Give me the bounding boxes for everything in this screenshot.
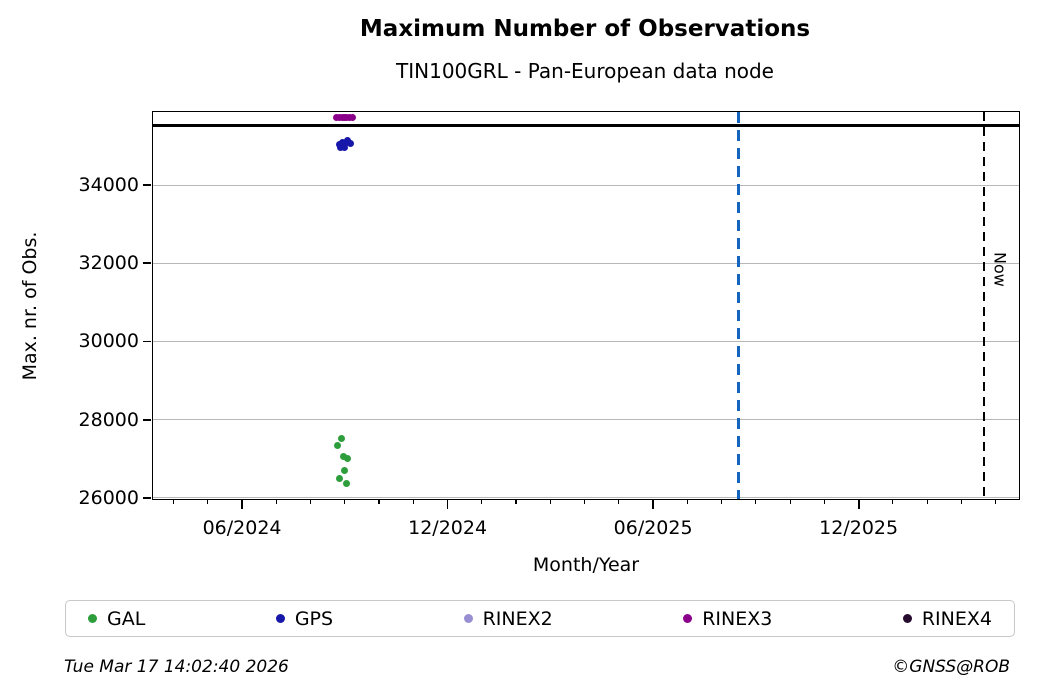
y-tick xyxy=(143,184,152,186)
y-tick-label: 32000 xyxy=(78,252,139,275)
x-tick-label: 06/2024 xyxy=(202,517,282,539)
chart-subtitle: TIN100GRL - Pan-European data node xyxy=(396,59,774,83)
plot-area: 26000 28000 30000 32000 34000 06/2024 12/2024 0… xyxy=(79,111,1020,539)
y-axis-label: Max. nr. of Obs. xyxy=(19,231,41,381)
gridline xyxy=(153,497,1019,499)
x-tick-minor xyxy=(549,499,551,504)
now-label: Now xyxy=(990,251,1010,287)
x-tick-minor xyxy=(172,499,175,504)
data-point-gal xyxy=(337,435,345,443)
credit: ©GNSS@ROB xyxy=(892,657,1010,677)
data-point-gal xyxy=(343,455,351,463)
x-tick-minor xyxy=(686,499,688,504)
legend-label: RINEX2 xyxy=(482,607,553,630)
gridline xyxy=(153,184,1019,186)
x-tick-minor xyxy=(412,499,414,504)
data-point-gps xyxy=(338,138,346,146)
legend-item-gps: GPS xyxy=(275,607,334,630)
legend-label: RINEX3 xyxy=(702,607,773,630)
x-tick-major xyxy=(857,499,860,509)
legend-item-rinex4: RINEX4 xyxy=(902,607,992,630)
legend-item-rinex2: RINEX2 xyxy=(463,607,553,630)
legend-marker-gps xyxy=(275,614,285,623)
x-tick-minor xyxy=(995,499,997,504)
legend-marker-gal xyxy=(88,614,97,623)
gridline xyxy=(153,262,1019,264)
x-tick-minor xyxy=(926,499,928,504)
x-tick-minor xyxy=(207,499,209,504)
data-point-gal xyxy=(340,467,348,475)
y-tick xyxy=(143,262,152,265)
legend-marker-rinex4 xyxy=(902,614,912,623)
x-tick-major xyxy=(652,499,654,509)
x-tick-minor xyxy=(892,499,894,504)
legend-item-rinex3: RINEX3 xyxy=(683,608,772,630)
x-tick-label: 06/2025 xyxy=(613,517,693,539)
legend-marker-rinex3 xyxy=(683,614,693,623)
data-point-gps xyxy=(340,144,348,152)
x-tick-minor xyxy=(378,499,380,504)
now-vline xyxy=(983,112,986,499)
x-tick-minor xyxy=(755,499,757,504)
ceiling-line xyxy=(153,124,1019,128)
legend-marker-rinex2 xyxy=(463,614,473,623)
x-axis-label: Month/Year xyxy=(532,554,640,576)
x-tick-label: 12/2024 xyxy=(408,517,488,539)
x-tick-minor xyxy=(823,499,825,504)
data-point-gal xyxy=(339,452,347,460)
x-tick-major xyxy=(241,499,243,509)
legend-label: GAL xyxy=(107,607,146,630)
data-point-gal xyxy=(335,475,343,483)
timestamp: Tue Mar 17 14:02:40 2026 xyxy=(64,657,289,677)
x-tick-minor xyxy=(721,499,723,504)
x-tick-major xyxy=(446,499,449,509)
x-tick-minor xyxy=(789,499,791,504)
x-tick-minor xyxy=(960,499,962,504)
data-point-gal xyxy=(334,441,342,449)
gridline xyxy=(153,419,1019,421)
y-tick xyxy=(143,340,152,343)
x-tick-minor xyxy=(344,499,346,504)
data-point-gps xyxy=(336,143,344,151)
gridline xyxy=(153,340,1019,342)
x-tick-label: 12/2025 xyxy=(819,517,899,539)
y-tick-label: 34000 xyxy=(78,174,139,197)
data-point-gps xyxy=(347,139,355,147)
data-point-rinex3 xyxy=(348,114,356,122)
legend-item-gal: GAL xyxy=(88,608,145,630)
y-tick-label: 28000 xyxy=(78,408,139,431)
y-tick-label: 30000 xyxy=(78,330,139,353)
x-tick-minor xyxy=(515,499,517,504)
legend: GAL GPS RINEX2 RINEX3 RINEX4 xyxy=(65,600,1015,637)
x-tick-minor xyxy=(309,499,312,504)
chart-title: Maximum Number of Observations xyxy=(359,16,811,42)
x-tick-minor xyxy=(618,499,620,504)
legend-label: GPS xyxy=(294,607,334,630)
legend-label: RINEX4 xyxy=(921,607,992,630)
x-tick-minor xyxy=(584,499,586,504)
x-tick-minor xyxy=(481,499,483,504)
x-tick-minor xyxy=(275,499,277,504)
y-tick-label: 26000 xyxy=(78,486,139,509)
y-tick xyxy=(143,496,152,499)
data-point-gal xyxy=(342,480,350,488)
y-tick xyxy=(143,418,152,421)
forecast-vline xyxy=(737,112,741,499)
